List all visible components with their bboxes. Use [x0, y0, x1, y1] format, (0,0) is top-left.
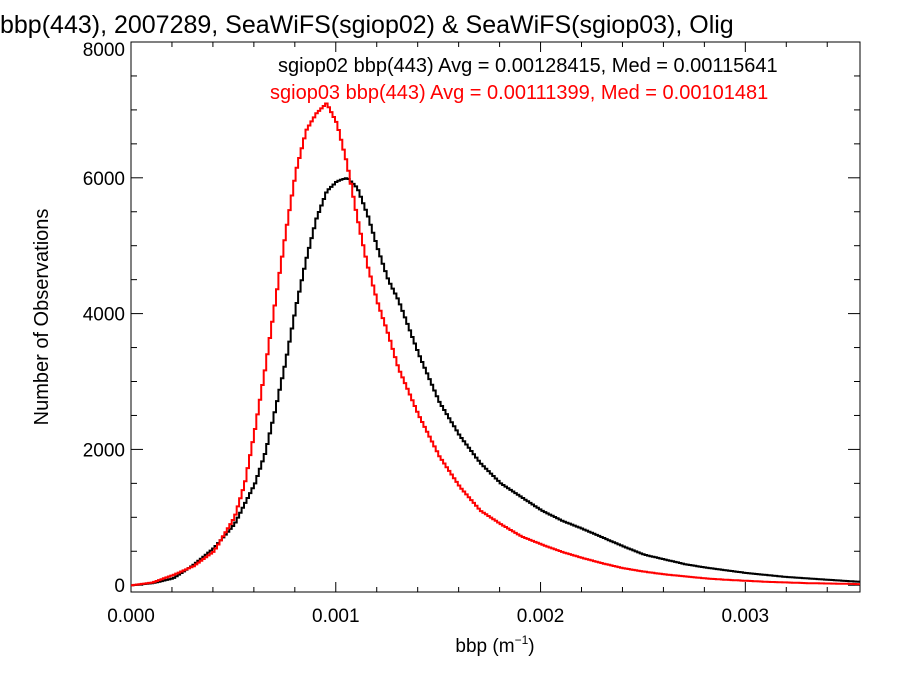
series-line-sgiop03: [131, 102, 860, 587]
x-tick-label: 0.000: [107, 606, 155, 627]
legend-entry-sgiop03: sgiop03 bbp(443) Avg = 0.00111399, Med =…: [270, 82, 768, 104]
y-tick-label: 0: [114, 576, 125, 597]
series-layer: [131, 102, 860, 587]
legend-entry-sgiop02: sgiop02 bbp(443) Avg = 0.00128415, Med =…: [278, 55, 778, 77]
y-tick-label: 8000: [83, 40, 125, 61]
plot-frame: [130, 41, 861, 593]
y-axis: 0 2000 4000 6000 8000: [83, 40, 860, 597]
y-tick-label: 6000: [83, 169, 125, 190]
x-tick-label: 0.003: [722, 606, 770, 627]
x-tick-label: 0.002: [517, 606, 565, 627]
y-tick-label: 2000: [83, 440, 125, 461]
x-axis-label: bbp (m−1): [455, 633, 534, 657]
x-axis-label-main: bbp (m: [455, 636, 514, 657]
x-axis-label-superscript: −1: [515, 633, 529, 647]
plot-area: [130, 41, 861, 593]
x-axis: 0.000 0.001 0.002 0.003: [107, 42, 828, 627]
x-axis-label-close: ): [528, 636, 534, 657]
y-axis-label: Number of Observations: [31, 209, 53, 426]
series-line-sgiop02: [131, 177, 860, 587]
y-tick-label: 4000: [83, 305, 125, 326]
x-tick-label: 0.001: [312, 606, 360, 627]
chart-title: bbp(443), 2007289, SeaWiFS(sgiop02) & Se…: [0, 11, 734, 39]
legend: sgiop02 bbp(443) Avg = 0.00128415, Med =…: [270, 55, 778, 104]
